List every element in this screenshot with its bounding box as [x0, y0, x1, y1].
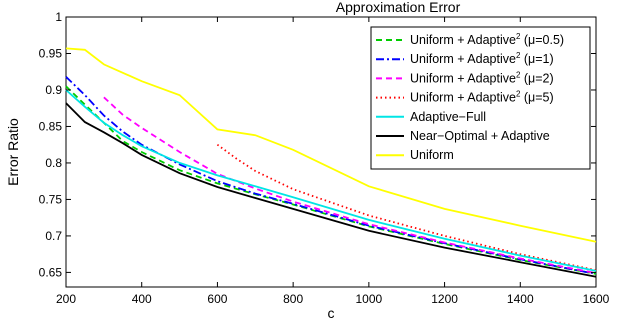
y-tick-label: 0.85: [39, 119, 63, 133]
y-axis-label: Error Ratio: [5, 118, 21, 186]
legend-label-0: Uniform + Adaptive2 (μ=0.5): [410, 32, 564, 47]
x-tick-label: 1600: [583, 292, 610, 306]
lines-layer: [65, 47, 597, 278]
legend-label-suffix: (μ=5): [520, 91, 553, 105]
legend-label-suffix: (μ=2): [520, 71, 553, 85]
legend-label-main: Near−Optimal + Adaptive: [410, 129, 550, 143]
y-tick-label: 0.65: [39, 265, 63, 279]
y-tick-label: 0.8: [45, 156, 62, 170]
y-tick-label: 0.9: [45, 83, 62, 97]
legend-label-main: Uniform + Adaptive: [410, 52, 516, 66]
legend-label-superscript: 2: [516, 70, 521, 79]
y-tick-label: 1: [55, 10, 62, 24]
chart-title: Approximation Error: [336, 0, 461, 15]
legend-label-superscript: 2: [516, 32, 521, 41]
legend-label-main: Uniform: [410, 148, 454, 162]
legend: Uniform + Adaptive2 (μ=0.5)Uniform + Ada…: [370, 26, 591, 170]
series-line-3: [216, 143, 597, 272]
series-line-6: [65, 47, 597, 243]
series-line-4: [65, 89, 597, 272]
legend-box: [370, 26, 591, 170]
x-tick-label: 200: [56, 292, 76, 306]
legend-label-suffix: (μ=1): [520, 52, 553, 66]
legend-label-main: Uniform + Adaptive: [410, 33, 516, 47]
ticks-layer: 200 400 600 800 1000 1200 1400 1600 0.65 0.7 0.75 0…: [39, 10, 610, 306]
legend-label-superscript: 2: [516, 51, 521, 60]
y-tick-label: 0.95: [39, 46, 63, 60]
legend-label-main: Adaptive−Full: [410, 110, 486, 124]
legend-label-5: Near−Optimal + Adaptive: [410, 129, 550, 143]
y-tick-label: 0.75: [39, 192, 63, 206]
series-line-5: [65, 102, 597, 278]
x-tick-label: 1400: [507, 292, 534, 306]
x-tick-label: 600: [207, 292, 227, 306]
x-tick-label: 400: [132, 292, 152, 306]
legend-label-1: Uniform + Adaptive2 (μ=1): [410, 51, 554, 66]
x-tick-label: 800: [283, 292, 303, 306]
legend-label-6: Uniform: [410, 148, 454, 162]
legend-label-2: Uniform + Adaptive2 (μ=2): [410, 70, 554, 85]
legend-label-suffix: (μ=0.5): [520, 33, 564, 47]
x-axis-label: c: [328, 305, 335, 321]
x-tick-label: 1000: [356, 292, 383, 306]
legend-label-main: Uniform + Adaptive: [410, 71, 516, 85]
series-line-2: [103, 96, 597, 274]
y-tick-label: 0.7: [45, 229, 62, 243]
legend-label-3: Uniform + Adaptive2 (μ=5): [410, 90, 554, 105]
legend-label-superscript: 2: [516, 90, 521, 99]
legend-label-4: Adaptive−Full: [410, 110, 486, 124]
legend-label-main: Uniform + Adaptive: [410, 91, 516, 105]
x-tick-label: 1200: [431, 292, 458, 306]
